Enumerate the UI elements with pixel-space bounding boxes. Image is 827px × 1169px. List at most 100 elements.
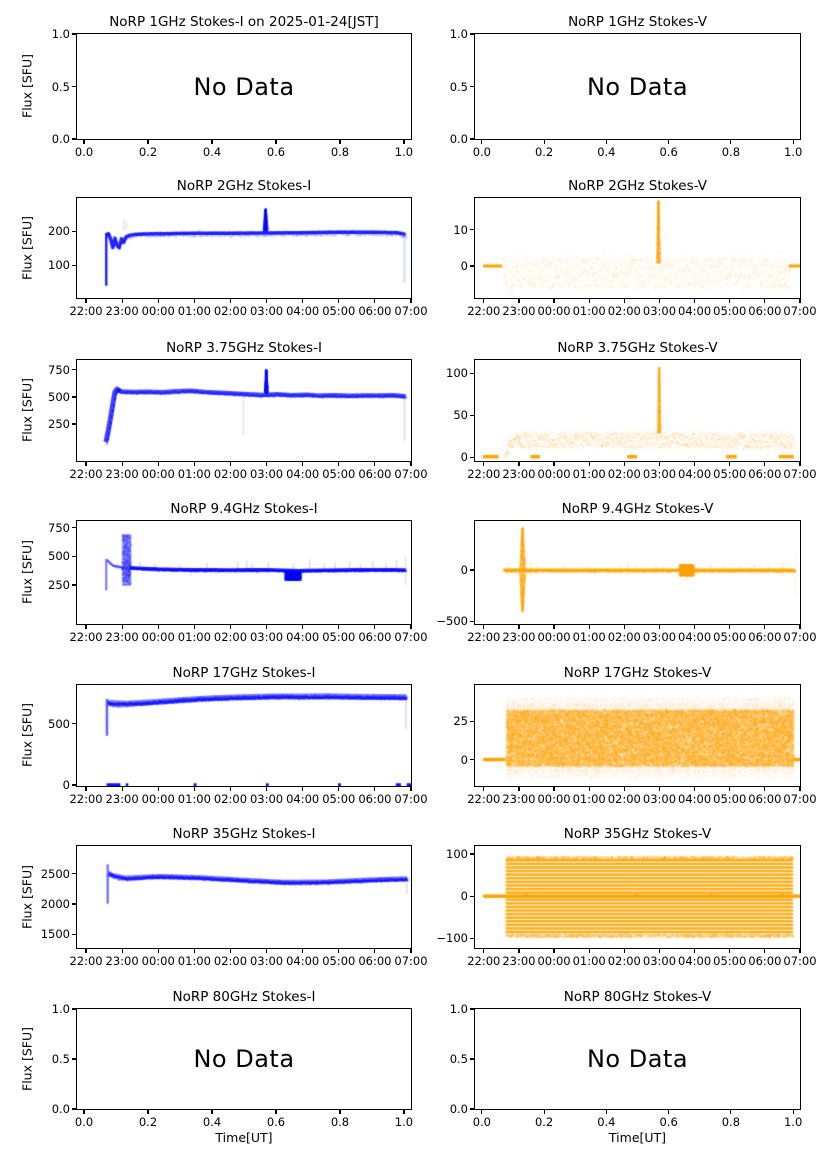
x-tick bbox=[553, 625, 555, 629]
chart-title: NoRP 35GHz Stokes-I bbox=[172, 826, 316, 842]
y-tick bbox=[470, 758, 474, 761]
chart-canvas bbox=[475, 521, 800, 624]
x-tick bbox=[792, 1110, 794, 1114]
x-tick bbox=[553, 949, 555, 953]
chart-canvas bbox=[475, 1009, 800, 1109]
x-tick-label: 07:00 bbox=[394, 792, 428, 806]
y-tick-label: 200 bbox=[48, 224, 70, 239]
x-tick-label: 06:00 bbox=[358, 630, 392, 644]
y-axis-label: Flux [SFU] bbox=[19, 703, 35, 768]
x-tick-label: 0.8 bbox=[330, 145, 350, 159]
x-tick bbox=[553, 462, 555, 466]
y-tick bbox=[72, 722, 76, 725]
x-tick bbox=[374, 625, 376, 629]
y-tick bbox=[470, 33, 474, 35]
x-tick-label: 07:00 bbox=[394, 467, 428, 481]
y-tick-label: 250 bbox=[48, 417, 70, 432]
x-tick-label: 23:00 bbox=[502, 467, 536, 481]
x-tick bbox=[338, 625, 340, 629]
x-tick bbox=[410, 949, 412, 953]
y-tick-label: 0.5 bbox=[449, 79, 468, 94]
y-tick bbox=[72, 230, 76, 232]
x-tick bbox=[302, 625, 304, 629]
x-tick bbox=[339, 1110, 341, 1114]
plot-area bbox=[76, 684, 412, 787]
y-tick bbox=[470, 937, 474, 939]
x-tick-label: 1.0 bbox=[783, 1115, 803, 1129]
x-tick bbox=[302, 299, 304, 303]
x-tick bbox=[623, 462, 625, 466]
x-tick bbox=[410, 462, 412, 466]
x-tick-label: 05:00 bbox=[322, 467, 356, 481]
x-tick bbox=[83, 140, 85, 144]
y-tick-label: 1.0 bbox=[449, 27, 468, 41]
x-tick bbox=[410, 787, 412, 791]
x-tick bbox=[83, 1110, 85, 1114]
x-tick bbox=[518, 625, 520, 629]
y-tick-label: 100 bbox=[48, 258, 70, 273]
x-tick bbox=[764, 299, 766, 303]
x-tick-label: 04:00 bbox=[286, 954, 320, 968]
x-tick bbox=[211, 140, 213, 144]
y-tick bbox=[470, 229, 474, 231]
x-tick-label: 01:00 bbox=[572, 304, 606, 318]
x-tick-label: 00:00 bbox=[141, 630, 175, 644]
x-tick-label: 07:00 bbox=[783, 304, 817, 318]
x-tick-label: 0.4 bbox=[202, 1115, 222, 1129]
x-tick bbox=[764, 787, 766, 791]
x-tick bbox=[302, 787, 304, 791]
x-tick-label: 1.0 bbox=[394, 1115, 414, 1129]
chart-canvas bbox=[77, 34, 411, 139]
panel-2ghz-stokes-i: NoRP 2GHz Stokes-I Flux [SFU] 22:00 23:00… bbox=[20, 178, 428, 318]
panel-3-75ghz-stokes-v: NoRP 3.75GHz Stokes-V 22:00 23:00 00:00 01:… bbox=[446, 340, 817, 481]
x-tick bbox=[193, 625, 195, 629]
plot-area bbox=[474, 520, 801, 625]
x-tick-label: 23:00 bbox=[105, 792, 139, 806]
plot-area bbox=[474, 359, 801, 462]
chart-canvas bbox=[475, 685, 800, 786]
x-tick-label: 0.0 bbox=[472, 1115, 491, 1129]
x-tick-label: 07:00 bbox=[783, 630, 817, 644]
chart-canvas bbox=[77, 846, 411, 948]
x-tick bbox=[85, 462, 87, 466]
x-tick-label: 00:00 bbox=[537, 954, 571, 968]
y-tick-label: 0.5 bbox=[51, 79, 70, 94]
x-tick-label: 0.2 bbox=[534, 1115, 554, 1129]
chart-canvas bbox=[475, 34, 800, 139]
y-tick-label: 2000 bbox=[40, 896, 70, 911]
no-data-text: No Data bbox=[586, 1045, 689, 1073]
x-tick-label: 05:00 bbox=[322, 304, 356, 318]
x-tick-label: 23:00 bbox=[502, 792, 536, 806]
x-tick bbox=[553, 787, 555, 791]
y-tick-label: 0.5 bbox=[51, 1052, 70, 1066]
x-tick bbox=[302, 949, 304, 953]
y-tick-label: 0.0 bbox=[51, 1102, 70, 1116]
y-tick bbox=[470, 1058, 474, 1060]
y-axis-label: Flux [SFU] bbox=[19, 540, 35, 605]
x-tick-label: 02:00 bbox=[213, 954, 248, 968]
x-tick bbox=[157, 462, 159, 466]
y-tick bbox=[470, 1108, 474, 1110]
plot-area bbox=[474, 197, 801, 299]
x-tick-label: 04:00 bbox=[678, 630, 712, 644]
y-tick-label: 250 bbox=[48, 578, 70, 593]
y-tick bbox=[470, 85, 474, 88]
x-tick bbox=[668, 140, 670, 144]
x-tick-label: 0.2 bbox=[138, 1115, 158, 1129]
x-tick-label: 07:00 bbox=[783, 954, 817, 968]
x-tick bbox=[588, 787, 590, 791]
no-data-text: No Data bbox=[193, 72, 295, 101]
x-tick bbox=[518, 299, 520, 303]
x-tick-label: 0.2 bbox=[138, 145, 158, 159]
y-tick bbox=[72, 527, 76, 529]
y-tick bbox=[470, 620, 474, 622]
x-tick-label: 05:00 bbox=[322, 954, 356, 968]
y-tick-label: 10 bbox=[453, 222, 468, 237]
chart-canvas bbox=[475, 198, 800, 298]
x-tick bbox=[265, 787, 268, 791]
x-tick-label: 04:00 bbox=[678, 792, 712, 806]
x-tick bbox=[729, 625, 731, 629]
y-tick-label: 100 bbox=[446, 847, 468, 861]
x-tick-label: 1.0 bbox=[394, 145, 414, 159]
x-tick bbox=[605, 1110, 607, 1114]
